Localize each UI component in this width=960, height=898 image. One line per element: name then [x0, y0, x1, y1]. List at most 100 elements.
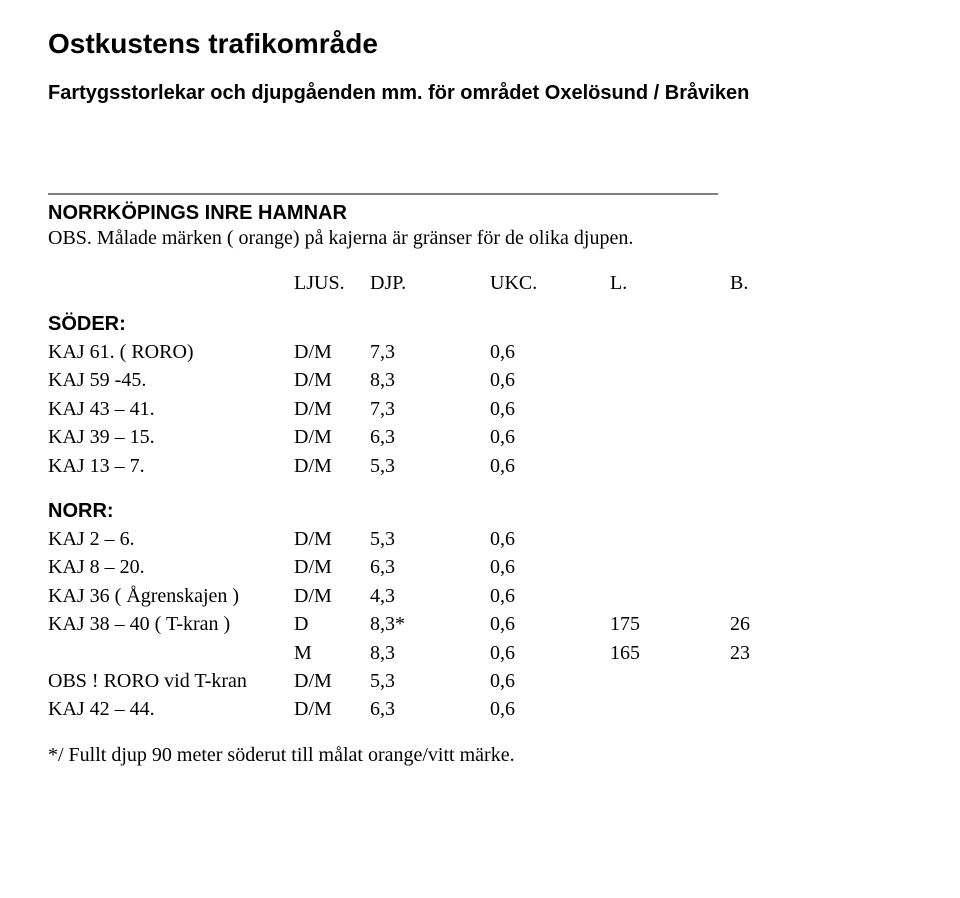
cell: 8,3 [370, 366, 490, 394]
cell: 8,3 [370, 639, 490, 667]
cell: 0,6 [490, 338, 610, 366]
cell: KAJ 13 – 7. [48, 452, 294, 480]
group-norr-label: NORR: [48, 500, 912, 523]
cell: 8,3* [370, 610, 490, 638]
cell: 6,3 [370, 695, 490, 723]
cell: 4,3 [370, 582, 490, 610]
section-note: OBS. Målade märken ( orange) på kajerna … [48, 227, 912, 250]
cell: 0,6 [490, 610, 610, 638]
cell [610, 395, 730, 423]
col-l: L. [610, 272, 730, 295]
group-soder-label: SÖDER: [48, 313, 912, 336]
cell [730, 423, 820, 451]
cell: 0,6 [490, 452, 610, 480]
cell [48, 639, 294, 667]
cell [730, 667, 820, 695]
table-norr: KAJ 2 – 6.D/M5,30,6KAJ 8 – 20.D/M6,30,6K… [48, 525, 912, 724]
cell: D/M [294, 525, 370, 553]
col-ukc: UKC. [490, 272, 610, 295]
cell: 6,3 [370, 423, 490, 451]
cell: KAJ 38 – 40 ( T-kran ) [48, 610, 294, 638]
cell: KAJ 39 – 15. [48, 423, 294, 451]
cell: 0,6 [490, 366, 610, 394]
cell [730, 695, 820, 723]
footnote: */ Fullt djup 90 meter söderut till måla… [48, 744, 912, 767]
cell [730, 338, 820, 366]
page-subtitle: Fartygsstorlekar och djupgåenden mm. för… [48, 82, 912, 105]
cell: 5,3 [370, 667, 490, 695]
cell [730, 366, 820, 394]
cell: 0,6 [490, 423, 610, 451]
table-soder: KAJ 61. ( RORO)D/M7,30,6KAJ 59 -45.D/M8,… [48, 338, 912, 480]
cell: 7,3 [370, 395, 490, 423]
cell: 0,6 [490, 639, 610, 667]
cell: D/M [294, 667, 370, 695]
table-row: KAJ 36 ( Ågrenskajen )D/M4,30,6 [48, 582, 912, 610]
cell: D/M [294, 395, 370, 423]
cell: KAJ 42 – 44. [48, 695, 294, 723]
cell: 0,6 [490, 395, 610, 423]
cell: D/M [294, 366, 370, 394]
cell: 26 [730, 610, 820, 638]
cell [730, 525, 820, 553]
column-headers: LJUS. DJP. UKC. L. B. [48, 272, 912, 295]
cell [610, 423, 730, 451]
cell: KAJ 2 – 6. [48, 525, 294, 553]
table-row: KAJ 61. ( RORO)D/M7,30,6 [48, 338, 912, 366]
cell [610, 338, 730, 366]
table-row: KAJ 42 – 44.D/M6,30,6 [48, 695, 912, 723]
cell: 5,3 [370, 452, 490, 480]
cell [730, 395, 820, 423]
cell: D/M [294, 423, 370, 451]
cell [730, 452, 820, 480]
cell: OBS ! RORO vid T-kran [48, 667, 294, 695]
cell: 0,6 [490, 695, 610, 723]
col-djp: DJP. [370, 272, 490, 295]
cell: 175 [610, 610, 730, 638]
cell: KAJ 59 -45. [48, 366, 294, 394]
cell: 5,3 [370, 525, 490, 553]
col-ljus: LJUS. [294, 272, 370, 295]
table-row: KAJ 59 -45.D/M8,30,6 [48, 366, 912, 394]
table-row: M8,30,616523 [48, 639, 912, 667]
cell: 165 [610, 639, 730, 667]
cell: D/M [294, 553, 370, 581]
cell: KAJ 61. ( RORO) [48, 338, 294, 366]
cell: 6,3 [370, 553, 490, 581]
cell: D/M [294, 582, 370, 610]
table-row: KAJ 39 – 15.D/M6,30,6 [48, 423, 912, 451]
col-b: B. [730, 272, 820, 295]
cell: 0,6 [490, 582, 610, 610]
cell: 23 [730, 639, 820, 667]
cell [730, 553, 820, 581]
cell: D/M [294, 695, 370, 723]
cell: 0,6 [490, 667, 610, 695]
page-title: Ostkustens trafikområde [48, 28, 912, 60]
cell: KAJ 36 ( Ågrenskajen ) [48, 582, 294, 610]
table-row: KAJ 8 – 20.D/M6,30,6 [48, 553, 912, 581]
cell [610, 452, 730, 480]
table-row: KAJ 2 – 6.D/M5,30,6 [48, 525, 912, 553]
cell: KAJ 8 – 20. [48, 553, 294, 581]
cell [730, 582, 820, 610]
cell: KAJ 43 – 41. [48, 395, 294, 423]
cell: 7,3 [370, 338, 490, 366]
table-row: KAJ 13 – 7.D/M5,30,6 [48, 452, 912, 480]
cell [610, 366, 730, 394]
cell [610, 695, 730, 723]
divider-line: ________________________________________… [48, 175, 912, 198]
col-blank [48, 272, 294, 295]
table-row: KAJ 38 – 40 ( T-kran )D8,3*0,617526 [48, 610, 912, 638]
cell: 0,6 [490, 525, 610, 553]
cell: D [294, 610, 370, 638]
cell: D/M [294, 452, 370, 480]
cell [610, 582, 730, 610]
cell [610, 553, 730, 581]
table-row: OBS ! RORO vid T-kranD/M5,30,6 [48, 667, 912, 695]
cell [610, 525, 730, 553]
cell [610, 667, 730, 695]
cell: M [294, 639, 370, 667]
cell: D/M [294, 338, 370, 366]
table-row: KAJ 43 – 41.D/M7,30,6 [48, 395, 912, 423]
section-heading: NORRKÖPINGS INRE HAMNAR [48, 202, 912, 225]
